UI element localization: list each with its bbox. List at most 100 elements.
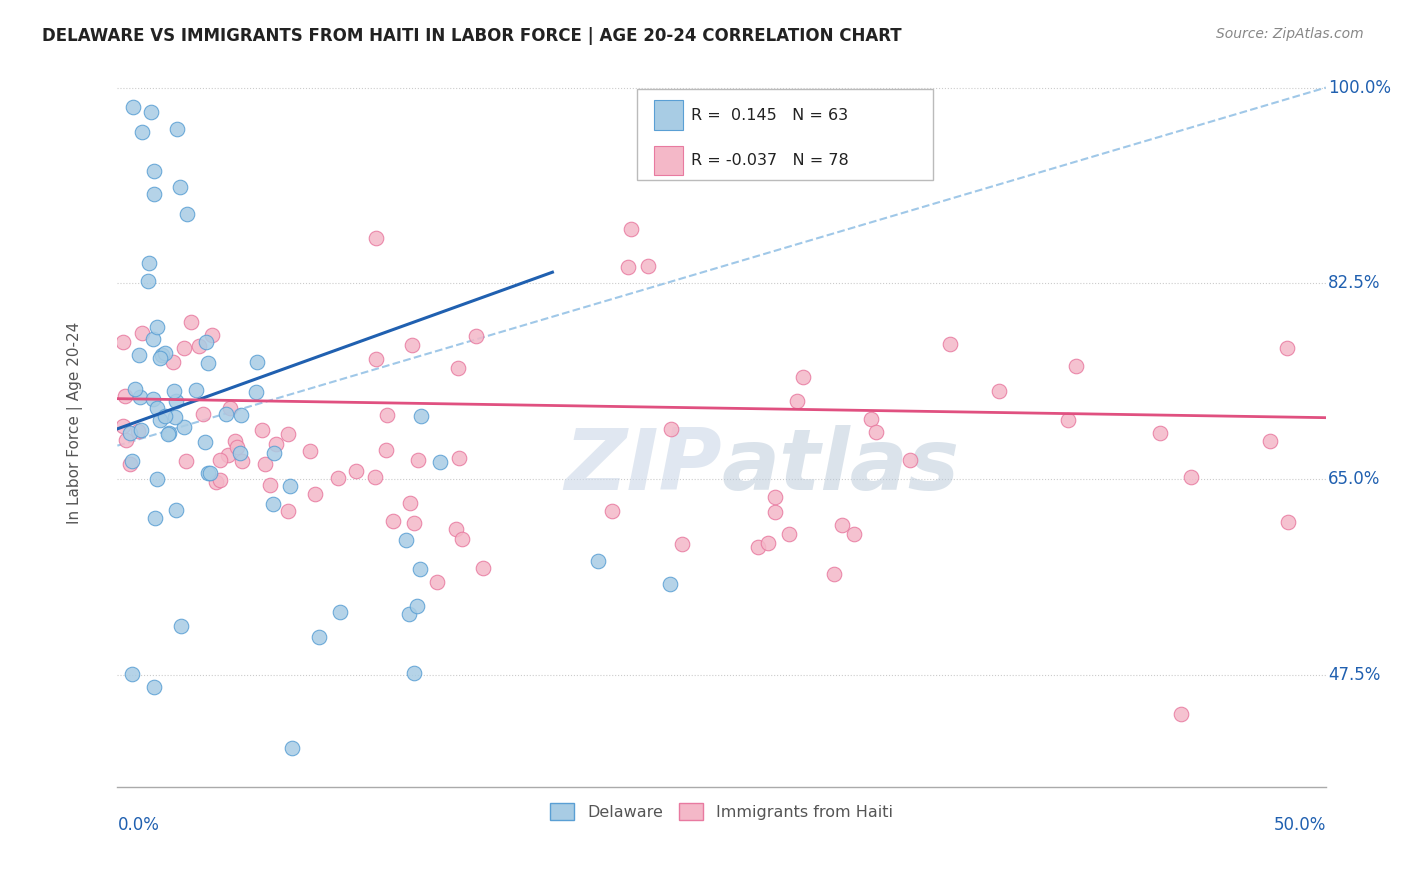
Point [898, 453, 921, 467]
Point [763, 491, 786, 505]
Point [637, 260, 659, 274]
Point [112, 418, 135, 433]
Point [844, 527, 866, 541]
Point [184, 383, 207, 397]
Point [447, 361, 470, 376]
Point [180, 315, 202, 329]
Point [747, 540, 769, 554]
Point [166, 121, 188, 136]
Point [153, 346, 176, 360]
Point [586, 554, 609, 568]
Point [165, 393, 187, 408]
Point [262, 498, 284, 512]
Point [792, 369, 814, 384]
Point [778, 527, 800, 541]
Point [197, 467, 219, 481]
Point [195, 334, 218, 349]
Point [277, 504, 299, 518]
Point [472, 561, 495, 575]
Legend: Delaware, Immigrants from Haiti: Delaware, Immigrants from Haiti [544, 797, 900, 826]
Point [191, 407, 214, 421]
Point [375, 443, 398, 458]
Point [136, 274, 159, 288]
Point [451, 532, 474, 546]
FancyBboxPatch shape [637, 88, 934, 179]
Point [426, 575, 449, 590]
Point [444, 522, 467, 536]
Point [142, 187, 165, 202]
Point [449, 451, 471, 466]
Point [375, 408, 398, 422]
Text: atlas: atlas [721, 425, 960, 508]
Point [394, 533, 416, 547]
Point [201, 328, 224, 343]
Point [231, 408, 253, 422]
Point [218, 401, 240, 416]
Point [165, 410, 187, 425]
Point [118, 426, 141, 441]
Point [1258, 434, 1281, 448]
Point [209, 474, 232, 488]
Point [865, 425, 887, 440]
Point [1149, 425, 1171, 440]
Point [145, 472, 167, 486]
Point [118, 457, 141, 471]
Point [142, 163, 165, 178]
Point [658, 576, 681, 591]
Point [226, 440, 249, 454]
Point [139, 105, 162, 120]
Point [170, 619, 193, 633]
Point [145, 320, 167, 334]
Point [215, 407, 238, 421]
Point [298, 444, 321, 458]
Point [1180, 470, 1202, 484]
Point [128, 348, 150, 362]
Point [600, 504, 623, 518]
Text: 0.0%: 0.0% [117, 816, 159, 834]
Point [197, 355, 219, 369]
Text: Source: ZipAtlas.com: Source: ZipAtlas.com [1216, 27, 1364, 41]
Point [229, 446, 252, 460]
Point [127, 424, 149, 438]
Point [145, 510, 167, 524]
Point [131, 125, 153, 139]
Text: R = -0.037   N = 78: R = -0.037 N = 78 [692, 153, 849, 168]
Point [121, 454, 143, 468]
Point [254, 457, 277, 471]
Point [231, 454, 253, 468]
Point [205, 475, 228, 490]
Point [401, 337, 423, 351]
Point [366, 231, 388, 245]
Point [176, 207, 198, 221]
Text: 65.0%: 65.0% [1329, 470, 1381, 488]
Point [831, 517, 853, 532]
Point [823, 567, 845, 582]
Point [329, 605, 352, 619]
Point [1064, 359, 1087, 374]
Point [409, 409, 432, 423]
Point [149, 351, 172, 366]
Point [157, 425, 180, 440]
Point [142, 680, 165, 694]
Point [671, 537, 693, 551]
Point [1170, 707, 1192, 722]
Point [398, 607, 420, 622]
Point [124, 382, 146, 396]
Point [200, 466, 222, 480]
Point [278, 478, 301, 492]
Point [406, 599, 429, 613]
Point [162, 354, 184, 368]
Point [1277, 516, 1299, 530]
Point [259, 477, 281, 491]
Point [939, 337, 962, 351]
Point [304, 486, 326, 500]
Point [786, 394, 808, 409]
Point [402, 516, 425, 530]
Point [756, 536, 779, 550]
Point [114, 389, 136, 403]
Point [194, 434, 217, 449]
Point [163, 384, 186, 399]
Point [659, 422, 682, 436]
Point [129, 390, 152, 404]
Point [409, 562, 432, 576]
